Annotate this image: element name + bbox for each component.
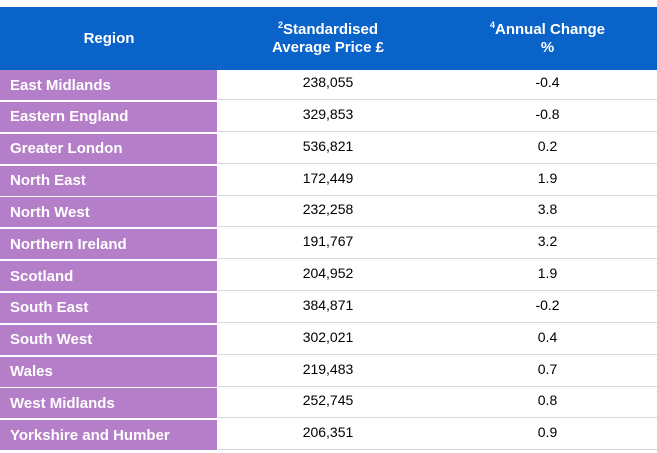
table-row: North West 232,258 3.8	[0, 197, 657, 228]
price-cell: 536,821	[218, 134, 438, 164]
header-region-label: Region	[83, 29, 135, 47]
price-cell: 172,449	[218, 166, 438, 196]
price-cell: 302,021	[218, 325, 438, 355]
change-cell: -0.8	[438, 102, 657, 132]
change-cell: 0.2	[438, 134, 657, 164]
change-cell: 0.9	[438, 420, 657, 451]
table-row: South East 384,871 -0.2	[0, 292, 657, 323]
change-cell: 0.8	[438, 388, 657, 419]
header-change-line1: Annual Change	[495, 20, 606, 38]
region-cell: East Midlands	[0, 70, 218, 100]
header-price-footnote: 2	[277, 19, 283, 30]
table-row: Greater London 536,821 0.2	[0, 133, 657, 164]
region-cell: Wales	[0, 356, 218, 387]
change-cell: 0.4	[438, 325, 657, 355]
table-row: South West 302,021 0.4	[0, 324, 657, 355]
header-change-footnote: 4	[489, 19, 495, 30]
header-price-line2: Average Price £	[271, 38, 385, 56]
regional-price-table: Region 2Standardised Average Price £ 4An…	[0, 7, 657, 452]
region-cell: West Midlands	[0, 388, 218, 419]
region-cell: Yorkshire and Humber	[0, 420, 218, 451]
price-cell: 191,767	[218, 229, 438, 260]
change-cell: -0.2	[438, 293, 657, 323]
price-cell: 204,952	[218, 261, 438, 292]
change-cell: 3.8	[438, 197, 657, 228]
change-cell: 1.9	[438, 166, 657, 196]
change-cell: 3.2	[438, 229, 657, 260]
header-change-line2: %	[540, 38, 555, 56]
change-cell: -0.4	[438, 70, 657, 100]
table-row: East Midlands 238,055 -0.4	[0, 70, 657, 100]
table-row: Eastern England 329,853 -0.8	[0, 101, 657, 132]
table-row: Wales 219,483 0.7	[0, 356, 657, 387]
header-price: 2Standardised Average Price £	[218, 7, 438, 70]
region-cell: North West	[0, 197, 218, 228]
price-cell: 238,055	[218, 70, 438, 100]
price-cell: 232,258	[218, 197, 438, 228]
change-cell: 0.7	[438, 357, 657, 387]
table-row: North East 172,449 1.9	[0, 165, 657, 196]
region-cell: Eastern England	[0, 101, 218, 132]
header-price-line1: Standardised	[282, 20, 379, 38]
region-cell: Northern Ireland	[0, 229, 218, 260]
table-row: Northern Ireland 191,767 3.2	[0, 229, 657, 260]
price-cell: 252,745	[218, 388, 438, 419]
table-row: Yorkshire and Humber 206,351 0.9	[0, 420, 657, 451]
table-body: East Midlands 238,055 -0.4 Eastern Engla…	[0, 70, 657, 451]
region-cell: Greater London	[0, 133, 218, 164]
header-change: 4Annual Change %	[438, 7, 657, 70]
price-cell: 219,483	[218, 357, 438, 387]
price-cell: 206,351	[218, 420, 438, 451]
region-cell: Scotland	[0, 261, 218, 292]
region-cell: North East	[0, 165, 218, 196]
header-region: Region	[0, 7, 218, 70]
table-row: Scotland 204,952 1.9	[0, 261, 657, 292]
region-cell: South West	[0, 324, 218, 355]
price-cell: 384,871	[218, 293, 438, 323]
table-row: West Midlands 252,745 0.8	[0, 388, 657, 419]
region-cell: South East	[0, 292, 218, 323]
table-header: Region 2Standardised Average Price £ 4An…	[0, 7, 657, 70]
change-cell: 1.9	[438, 261, 657, 292]
price-cell: 329,853	[218, 102, 438, 132]
